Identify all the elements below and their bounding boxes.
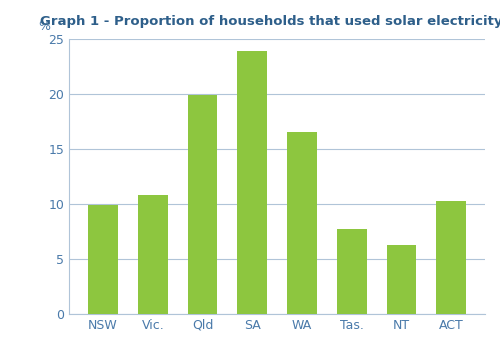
Bar xyxy=(386,245,416,314)
Y-axis label: %: % xyxy=(38,20,50,33)
Bar xyxy=(436,201,466,314)
Bar xyxy=(287,133,317,314)
Text: Graph 1 - Proportion of households that used solar electricity: Graph 1 - Proportion of households that … xyxy=(40,15,500,28)
Bar xyxy=(337,229,366,314)
Bar xyxy=(238,51,267,314)
Bar xyxy=(188,95,218,314)
Bar xyxy=(138,195,168,314)
Bar xyxy=(88,205,118,314)
